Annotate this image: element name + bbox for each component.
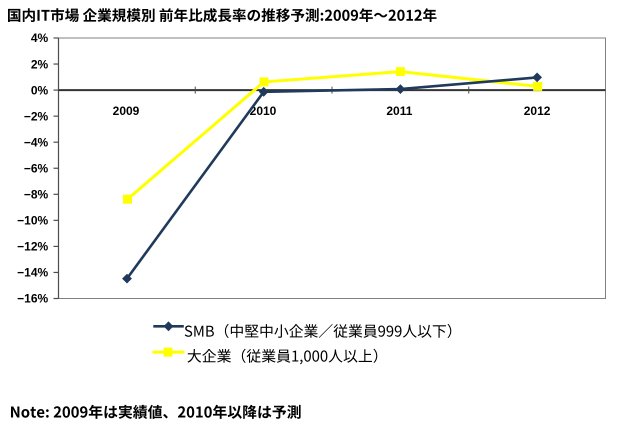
svg-text:2011: 2011 bbox=[386, 104, 412, 118]
svg-text:2009: 2009 bbox=[113, 104, 140, 118]
svg-text:0%: 0% bbox=[31, 83, 49, 97]
svg-text:−10%: −10% bbox=[17, 214, 48, 228]
svg-text:2010: 2010 bbox=[250, 104, 277, 118]
svg-text:−2%: −2% bbox=[24, 109, 49, 123]
svg-text:−8%: −8% bbox=[24, 188, 49, 202]
svg-text:2%: 2% bbox=[31, 57, 49, 71]
svg-text:−16%: −16% bbox=[17, 292, 48, 306]
svg-text:−14%: −14% bbox=[17, 266, 48, 280]
svg-text:−4%: −4% bbox=[24, 135, 49, 149]
svg-text:−6%: −6% bbox=[24, 161, 49, 175]
svg-text:4%: 4% bbox=[31, 31, 49, 45]
svg-text:−12%: −12% bbox=[17, 240, 48, 254]
svg-text:2012: 2012 bbox=[524, 104, 551, 118]
